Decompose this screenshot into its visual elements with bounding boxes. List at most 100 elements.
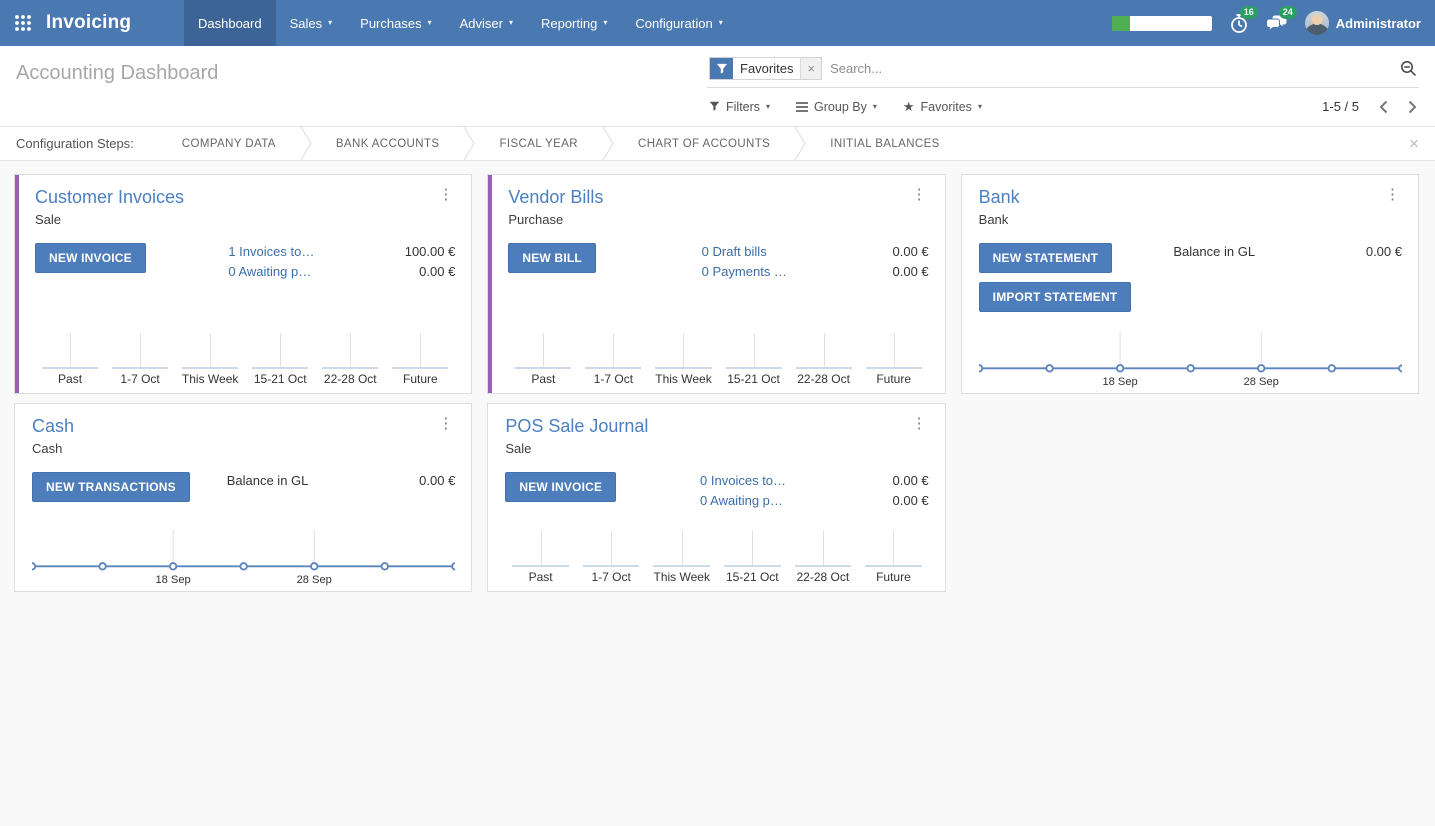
config-step-chart-of-accounts[interactable]: CHART OF ACCOUNTS [638, 137, 771, 150]
bar-chart-category: This Week [175, 333, 245, 387]
awaiting-payments-link[interactable]: 0 Awaiting p… [700, 493, 783, 508]
new-invoice-button[interactable]: NEW INVOICE [505, 472, 617, 502]
pager-next-button[interactable] [1408, 100, 1417, 114]
card-buttons: NEW TRANSACTIONS [32, 472, 227, 502]
nav-item-adviser[interactable]: Adviser ▾ [446, 0, 527, 46]
row-value[interactable]: 0.00 € [892, 264, 929, 279]
card-subtitle: Cash [32, 441, 63, 456]
balance-label: Balance in GL [1173, 244, 1256, 259]
card-menu-button[interactable]: ⋮ [1385, 186, 1400, 203]
invoices-bar-chart: Past 1-7 Oct This Week 15-21 Oct 22-28 O… [35, 333, 455, 393]
card-title[interactable]: Bank [978, 187, 1020, 207]
bar-chart-label: 1-7 Oct [120, 372, 160, 386]
messages-icon[interactable]: 24 [1265, 6, 1297, 33]
card-titles: Customer Invoices Sale [35, 187, 436, 227]
card-buttons: NEW INVOICE [35, 243, 228, 273]
bar-chart-label: Future [876, 372, 912, 386]
tick-line [543, 333, 545, 367]
card-title[interactable]: Customer Invoices [35, 187, 185, 207]
group-by-button[interactable]: Group By ▾ [796, 100, 877, 114]
card-buttons: NEW STATEMENT IMPORT STATEMENT [978, 243, 1174, 312]
nav-item-dashboard[interactable]: Dashboard [184, 0, 276, 46]
payments-link[interactable]: 0 Payments … [701, 264, 787, 279]
dashboard-content: Customer Invoices Sale ⋮ NEW INVOICE 1 I… [0, 161, 1435, 826]
group-by-label: Group By [814, 99, 867, 114]
config-step-initial-balances[interactable]: INITIAL BALANCES [830, 137, 940, 150]
card-head: Cash Cash ⋮ [32, 416, 455, 456]
card-menu-button[interactable]: ⋮ [438, 186, 454, 203]
row-value[interactable]: 0.00 € [1365, 244, 1402, 259]
card-title[interactable]: POS Sale Journal [505, 416, 649, 436]
favorites-button[interactable]: ★ Favorites ▾ [903, 100, 982, 114]
app-brand[interactable]: Invoicing [46, 12, 132, 33]
card-titles: Bank Bank [979, 187, 1383, 227]
nav-item-sales[interactable]: Sales ▾ [276, 0, 347, 46]
card-menu-button[interactable]: ⋮ [911, 415, 927, 432]
row-value[interactable]: 0.00 € [892, 473, 929, 488]
chevron-down-icon: ▾ [977, 101, 982, 111]
zero-bar [392, 367, 449, 369]
tick-line [753, 333, 755, 367]
row-value[interactable]: 100.00 € [404, 244, 456, 259]
chevron-down-icon: ▾ [718, 18, 723, 27]
bar-chart-label: 1-7 Oct [591, 570, 631, 584]
config-step-fiscal-year[interactable]: FISCAL YEAR [499, 137, 578, 150]
card-subtitle: Purchase [508, 212, 564, 227]
bar-chart-category: 15-21 Oct [717, 531, 788, 585]
card-rows: 0 Draft bills 0.00 € 0 Payments … 0.00 € [702, 243, 929, 281]
pager: 1-5 / 5 [1322, 99, 1417, 114]
card-menu-button[interactable]: ⋮ [911, 186, 927, 203]
config-steps-label: Configuration Steps: [16, 136, 134, 151]
usage-progress-bar [1111, 15, 1212, 31]
import-statement-button[interactable]: IMPORT STATEMENT [978, 282, 1132, 312]
card-rows: 1 Invoices to… 100.00 € 0 Awaiting p… 0.… [228, 243, 455, 281]
progress-fill [1111, 15, 1130, 31]
new-transactions-button[interactable]: NEW TRANSACTIONS [32, 472, 190, 502]
row-value[interactable]: 0.00 € [892, 244, 929, 259]
list-item: 0 Awaiting p… 0.00 € [228, 263, 455, 281]
search-facet: Favorites × [709, 57, 823, 80]
card-title[interactable]: Vendor Bills [508, 187, 604, 207]
new-statement-button[interactable]: NEW STATEMENT [978, 243, 1113, 273]
new-bill-button[interactable]: NEW BILL [508, 243, 596, 273]
search-input[interactable] [822, 61, 1400, 76]
line-chart-label: 28 Sep [297, 574, 332, 586]
balance-label: Balance in GL [226, 473, 309, 488]
row-value[interactable]: 0.00 € [419, 264, 456, 279]
invoices-to-validate-link[interactable]: 0 Invoices to… [700, 473, 787, 488]
remove-facet-button[interactable]: × [800, 58, 822, 79]
card-menu-button[interactable]: ⋮ [438, 415, 454, 432]
bar-chart-label: Past [531, 372, 556, 386]
line-chart-label: 28 Sep [1243, 376, 1278, 388]
card-title[interactable]: Cash [32, 416, 75, 436]
card-rows: Balance in GL 0.00 € [227, 472, 456, 490]
nav-item-reporting[interactable]: Reporting ▾ [527, 0, 621, 46]
tick-line [613, 333, 615, 367]
dismiss-config-steps-button[interactable]: × [1409, 134, 1419, 153]
zero-bar [794, 565, 852, 567]
row-value[interactable]: 0.00 € [892, 493, 929, 508]
user-menu[interactable]: Administrator [1304, 11, 1421, 35]
row-value[interactable]: 0.00 € [419, 473, 456, 488]
search-icon[interactable] [1400, 60, 1417, 77]
config-step-company-data[interactable]: COMPANY DATA [181, 137, 276, 150]
config-step-bank-accounts[interactable]: BANK ACCOUNTS [335, 137, 440, 150]
new-invoice-button[interactable]: NEW INVOICE [35, 243, 146, 273]
awaiting-payments-link[interactable]: 0 Awaiting p… [228, 264, 312, 279]
invoices-to-validate-link[interactable]: 1 Invoices to… [228, 244, 315, 259]
chevron-separator-icon [300, 127, 312, 160]
nav-item-configuration[interactable]: Configuration ▾ [621, 0, 736, 46]
bar-chart-category: 1-7 Oct [576, 531, 647, 585]
apps-menu-icon[interactable] [14, 14, 32, 32]
pager-previous-button[interactable] [1379, 100, 1388, 114]
nav-item-label: Adviser [459, 15, 503, 31]
filters-button[interactable]: Filters ▾ [709, 100, 770, 114]
bar-chart-label: Past [58, 372, 83, 386]
tick-line [210, 333, 212, 367]
draft-bills-link[interactable]: 0 Draft bills [701, 244, 767, 259]
bar-chart-category: Past [508, 333, 578, 387]
chevron-left-icon [1379, 100, 1388, 113]
activities-icon[interactable]: 16 [1229, 5, 1258, 34]
nav-item-purchases[interactable]: Purchases ▾ [346, 0, 445, 46]
bar-chart-category: 15-21 Oct [719, 333, 789, 387]
